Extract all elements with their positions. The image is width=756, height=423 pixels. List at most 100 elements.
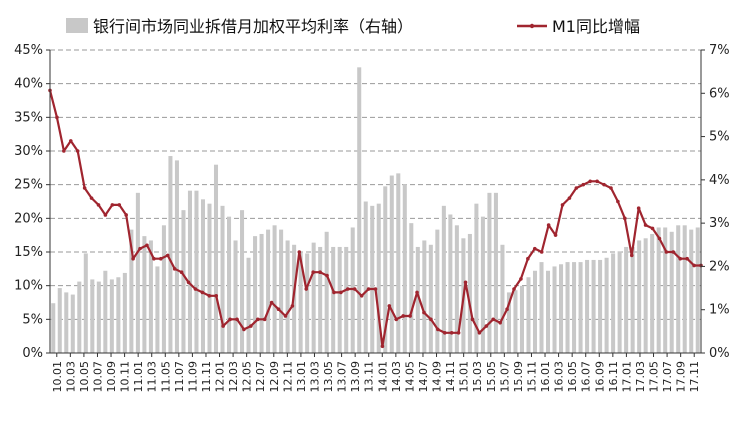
x-tick-label: 16.03 — [553, 361, 566, 393]
bar — [637, 240, 642, 353]
line-point — [394, 317, 399, 322]
bar — [363, 201, 368, 353]
bar — [663, 227, 668, 353]
x-tick-label: 10.03 — [64, 361, 77, 393]
bar — [181, 210, 186, 353]
line-point — [567, 196, 572, 200]
line-point — [546, 223, 551, 227]
line-point — [200, 290, 205, 295]
bar — [493, 192, 498, 353]
x-tick-label: 16.01 — [539, 361, 552, 393]
legend-line-label: M1同比增幅 — [552, 17, 640, 36]
line-point — [103, 213, 108, 217]
bar — [142, 236, 147, 353]
bar — [161, 225, 166, 353]
bar — [389, 175, 394, 353]
bar — [695, 227, 700, 353]
bar — [168, 156, 173, 353]
legend: 银行间市场同业拆借月加权平均利率（右轴） M1同比增幅 — [66, 17, 640, 36]
line-point — [269, 300, 274, 305]
x-tick-label: 11.03 — [146, 361, 159, 393]
x-tick-label: 12.05 — [241, 361, 254, 393]
line-point — [186, 280, 191, 285]
bar — [487, 192, 492, 353]
line-point — [429, 317, 433, 322]
bar — [148, 240, 153, 353]
right-tick-label: 0% — [709, 346, 730, 361]
bar — [474, 203, 479, 353]
line-point — [332, 290, 336, 295]
x-tick-label: 12.09 — [268, 361, 281, 393]
line-point — [325, 273, 329, 278]
bar — [174, 160, 179, 353]
left-tick-label: 30% — [14, 144, 43, 159]
bar — [441, 205, 446, 353]
left-tick-label: 10% — [14, 279, 43, 294]
left-tick-label: 0% — [22, 346, 43, 361]
line-point — [124, 213, 128, 217]
bar — [383, 186, 388, 353]
line-point — [159, 256, 163, 261]
bar — [643, 238, 648, 353]
line-point — [484, 324, 489, 328]
line-point — [595, 179, 599, 184]
line-point — [283, 314, 288, 318]
line-point — [685, 256, 689, 261]
line-point — [616, 199, 620, 204]
bar — [428, 244, 433, 353]
x-tick-label: 15.03 — [471, 361, 484, 393]
bar — [279, 229, 284, 353]
bar — [532, 270, 538, 353]
bar — [669, 231, 674, 353]
bar — [415, 246, 420, 353]
bar — [422, 240, 427, 353]
left-tick-label: 20% — [14, 211, 43, 226]
bar — [344, 246, 349, 353]
bar — [526, 277, 531, 353]
x-tick-label: 17.01 — [620, 361, 633, 393]
x-tick-label: 16.07 — [580, 361, 593, 393]
bar — [578, 262, 583, 353]
bar — [611, 253, 616, 353]
right-tick-label: 5% — [709, 130, 730, 145]
bar — [506, 292, 511, 353]
line-point — [505, 307, 509, 312]
line-point — [235, 317, 239, 322]
x-tick-label: 15.09 — [512, 361, 525, 393]
line-point — [380, 344, 385, 349]
line-point — [152, 256, 156, 261]
bar — [103, 270, 108, 353]
line-point — [470, 317, 475, 322]
line-point — [650, 226, 655, 231]
bar — [448, 214, 453, 353]
bar — [656, 227, 661, 353]
line-point — [415, 290, 419, 295]
line-point — [345, 287, 350, 291]
x-tick-label: 10.01 — [51, 361, 64, 393]
x-tick-label: 13.09 — [349, 361, 362, 393]
x-axis-ticks: 10.01 10.03 10.05 10.07 10.09 10.11 11.01 11.03… — [51, 353, 701, 393]
bar — [676, 225, 681, 353]
x-tick-label: 11.01 — [132, 361, 145, 393]
line-point — [526, 256, 530, 261]
bar — [135, 192, 140, 353]
line-point — [249, 324, 253, 328]
bar — [331, 246, 336, 353]
bar — [83, 253, 88, 353]
line-point — [165, 253, 170, 258]
bar — [376, 203, 381, 353]
line-point — [463, 280, 468, 285]
bar — [259, 233, 264, 353]
line-point — [449, 331, 454, 335]
line-point — [262, 317, 267, 322]
axes — [49, 50, 702, 354]
bar — [519, 285, 524, 353]
line-point — [629, 253, 634, 258]
x-tick-label: 16.09 — [593, 361, 606, 393]
right-tick-label: 7% — [709, 43, 730, 58]
line-point — [359, 293, 364, 298]
bar — [624, 246, 629, 353]
line-point — [311, 270, 315, 275]
bar — [227, 216, 232, 353]
x-tick-label: 10.05 — [78, 361, 91, 393]
